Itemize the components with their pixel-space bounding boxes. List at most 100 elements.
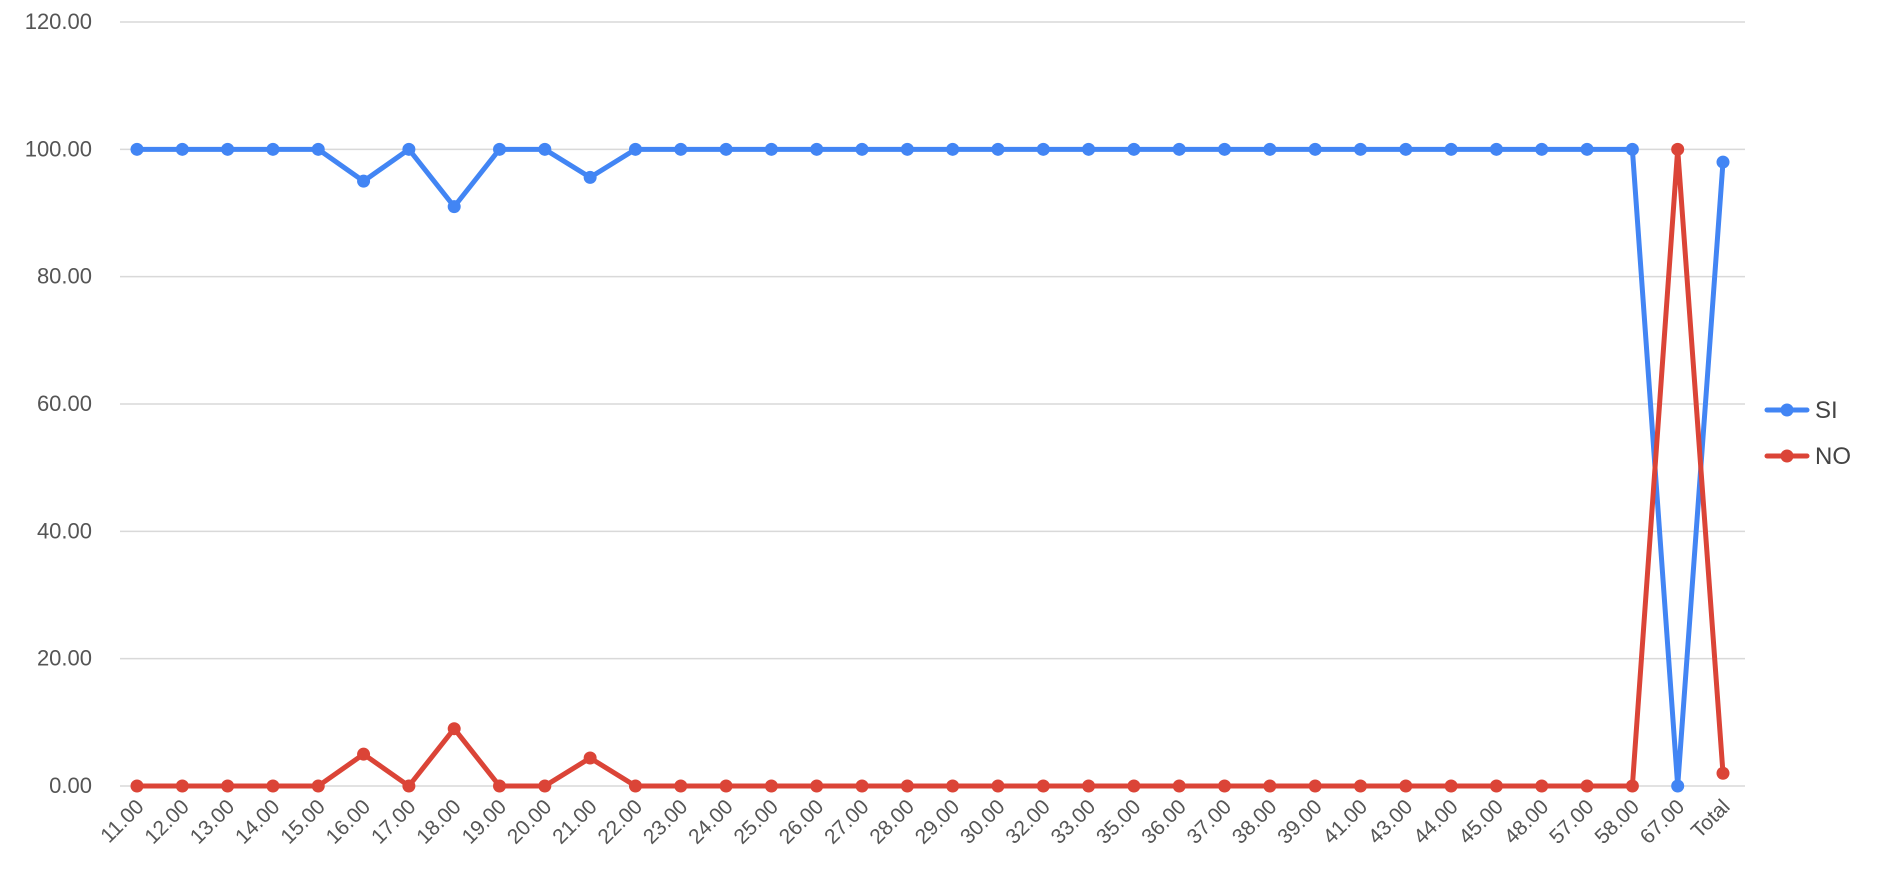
x-tick-label: 15.00 bbox=[276, 795, 329, 848]
data-point bbox=[538, 779, 552, 793]
data-point bbox=[311, 142, 325, 156]
data-point bbox=[991, 142, 1005, 156]
data-point bbox=[1218, 779, 1232, 793]
series-line bbox=[134, 146, 1726, 789]
x-tick-label: 39.00 bbox=[1273, 795, 1326, 848]
data-point bbox=[221, 142, 235, 156]
data-point bbox=[855, 142, 869, 156]
x-tick-label: 24.00 bbox=[684, 795, 737, 848]
data-point bbox=[1172, 142, 1186, 156]
x-tick-label: 36.00 bbox=[1137, 795, 1190, 848]
data-point bbox=[583, 751, 597, 765]
data-point bbox=[1625, 779, 1639, 793]
data-point bbox=[1127, 142, 1141, 156]
data-point bbox=[1716, 766, 1730, 780]
x-tick-label: 19.00 bbox=[458, 795, 511, 848]
data-point bbox=[447, 200, 461, 214]
data-point bbox=[1444, 142, 1458, 156]
data-point bbox=[130, 779, 144, 793]
x-tick-label: 29.00 bbox=[911, 795, 964, 848]
data-point bbox=[1716, 155, 1730, 169]
x-tick-label: 41.00 bbox=[1319, 795, 1372, 848]
data-point bbox=[764, 142, 778, 156]
x-tick-label: 27.00 bbox=[820, 795, 873, 848]
x-tick-label: 17.00 bbox=[367, 795, 420, 848]
legend-swatch-dot bbox=[1780, 403, 1794, 417]
data-point bbox=[764, 779, 778, 793]
data-point bbox=[900, 779, 914, 793]
y-tick-label: 20.00 bbox=[37, 646, 92, 671]
x-tick-label: 38.00 bbox=[1228, 795, 1281, 848]
data-point bbox=[1535, 142, 1549, 156]
data-point bbox=[1489, 142, 1503, 156]
x-tick-label: 23.00 bbox=[639, 795, 692, 848]
data-point bbox=[1082, 779, 1096, 793]
data-point bbox=[266, 142, 280, 156]
data-point bbox=[402, 779, 416, 793]
x-tick-label: 25.00 bbox=[730, 795, 783, 848]
data-point bbox=[1308, 142, 1322, 156]
y-axis-tick-labels: 0.00 20.00 40.00 60.00 80.00 100.00 120.00 bbox=[25, 9, 92, 798]
data-point bbox=[1671, 779, 1685, 793]
x-tick-label: 57.00 bbox=[1545, 795, 1598, 848]
x-tick-label: 58.00 bbox=[1590, 795, 1643, 848]
x-tick-label: 16.00 bbox=[322, 795, 375, 848]
series-no bbox=[130, 142, 1730, 793]
y-tick-label: 60.00 bbox=[37, 391, 92, 416]
data-point bbox=[175, 779, 189, 793]
y-tick-label: 120.00 bbox=[25, 9, 92, 34]
x-tick-label: 21.00 bbox=[548, 795, 601, 848]
data-point bbox=[1172, 779, 1186, 793]
x-tick-label: 20.00 bbox=[503, 795, 556, 848]
data-point bbox=[1580, 142, 1594, 156]
x-tick-label: 33.00 bbox=[1047, 795, 1100, 848]
data-point bbox=[266, 779, 280, 793]
data-point bbox=[1353, 779, 1367, 793]
x-tick-label: 35.00 bbox=[1092, 795, 1145, 848]
data-point bbox=[221, 779, 235, 793]
data-point bbox=[628, 142, 642, 156]
data-point bbox=[493, 142, 507, 156]
data-point bbox=[810, 779, 824, 793]
data-point bbox=[1308, 779, 1322, 793]
y-tick-label: 100.00 bbox=[25, 136, 92, 161]
legend-swatch-dot bbox=[1780, 449, 1794, 463]
data-point bbox=[1127, 779, 1141, 793]
data-point bbox=[810, 142, 824, 156]
data-point bbox=[1263, 142, 1277, 156]
x-tick-label: 37.00 bbox=[1183, 795, 1236, 848]
data-point bbox=[1399, 779, 1413, 793]
x-tick-label: 11.00 bbox=[96, 795, 148, 847]
x-tick-label: 14.00 bbox=[231, 795, 284, 848]
legend-label: SI bbox=[1815, 397, 1838, 424]
data-point bbox=[1263, 779, 1277, 793]
x-tick-label: 12.00 bbox=[140, 795, 193, 848]
x-tick-label: 13.00 bbox=[186, 795, 239, 848]
data-point bbox=[946, 142, 960, 156]
y-tick-label: 0.00 bbox=[49, 773, 92, 798]
data-point bbox=[357, 174, 371, 188]
data-point bbox=[1580, 779, 1594, 793]
data-point bbox=[1625, 142, 1639, 156]
data-point bbox=[1489, 779, 1503, 793]
legend-item-no: NO bbox=[1764, 443, 1851, 470]
x-tick-label: 44.00 bbox=[1409, 795, 1462, 848]
data-point bbox=[1218, 142, 1232, 156]
data-point bbox=[583, 170, 597, 184]
data-point bbox=[719, 142, 733, 156]
y-tick-label: 40.00 bbox=[37, 518, 92, 543]
data-point bbox=[946, 779, 960, 793]
data-point bbox=[1082, 142, 1096, 156]
series-line bbox=[134, 146, 1726, 789]
legend-item-si: SI bbox=[1764, 397, 1838, 424]
data-point bbox=[357, 747, 371, 761]
data-point bbox=[493, 779, 507, 793]
series-lines bbox=[130, 142, 1730, 793]
data-point bbox=[1353, 142, 1367, 156]
x-tick-label: 26.00 bbox=[775, 795, 828, 848]
data-point bbox=[1444, 779, 1458, 793]
data-point bbox=[311, 779, 325, 793]
x-tick-label: 32.00 bbox=[1001, 795, 1054, 848]
